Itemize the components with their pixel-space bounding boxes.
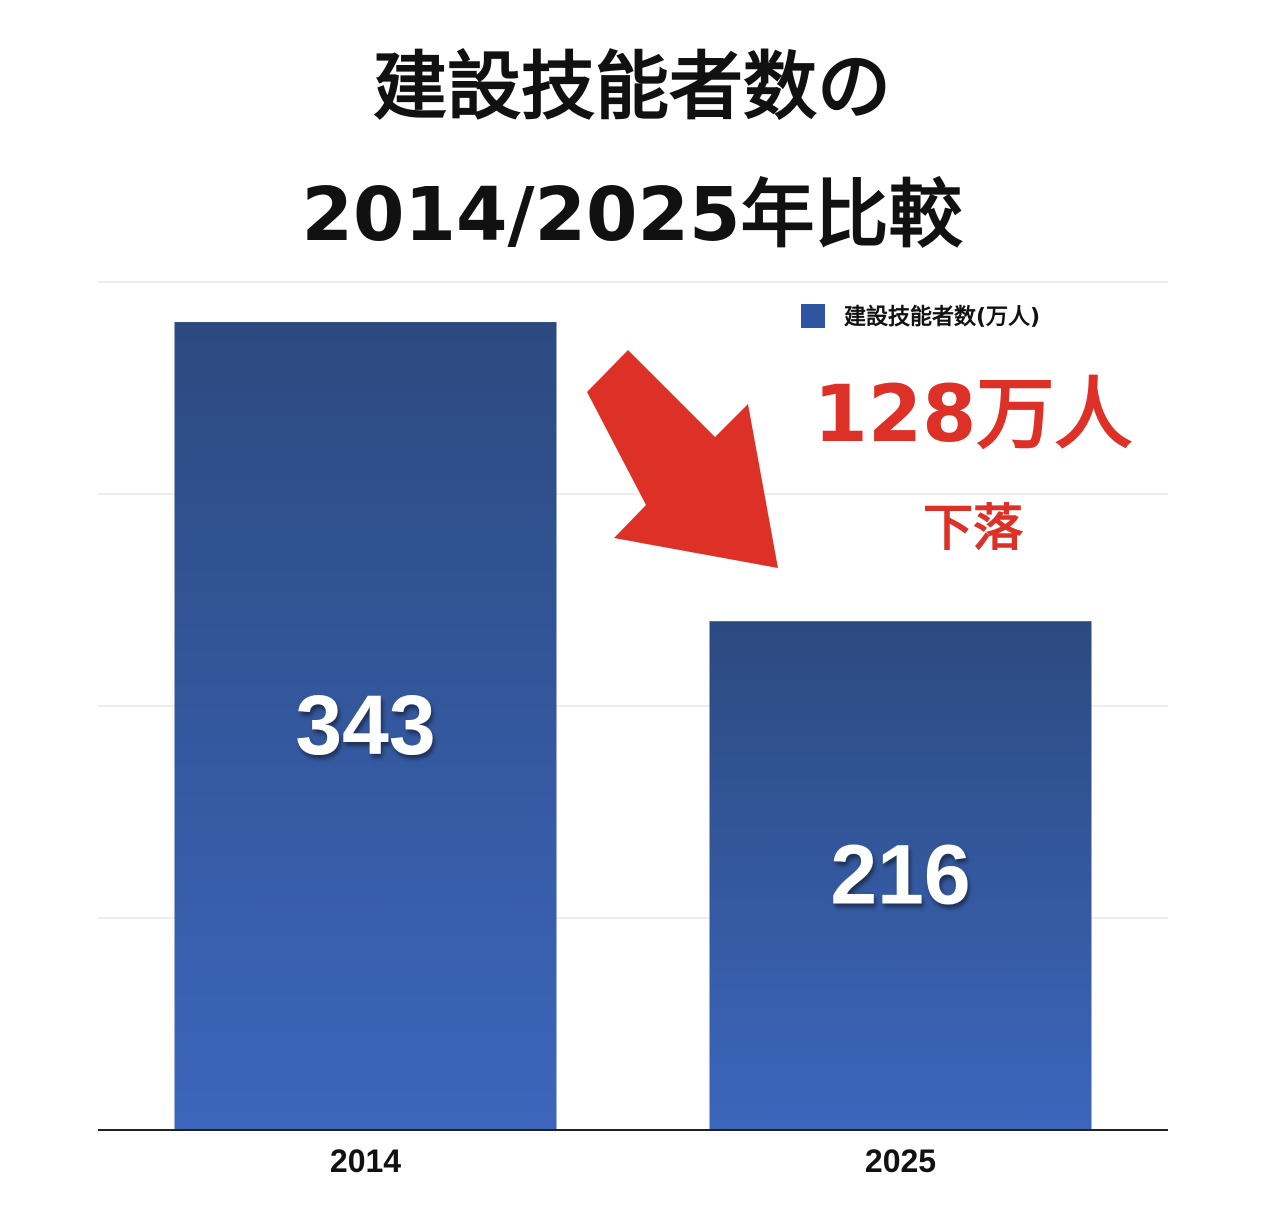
bar-2014 — [174, 322, 557, 1130]
chart-title-line-2: 2014/2025年比較 — [302, 172, 964, 258]
x-axis: 2014 2025 — [98, 1129, 1168, 1179]
bars: 343 216 — [174, 322, 1092, 1130]
down-right-arrow-icon — [587, 350, 778, 568]
data-label-2014: 343 — [295, 678, 435, 772]
x-tick-label-2014: 2014 — [330, 1143, 401, 1179]
bar-2025 — [709, 621, 1092, 1130]
legend: 建設技能者数(万人) — [801, 304, 1040, 330]
x-tick-label-2025: 2025 — [865, 1143, 936, 1179]
data-label-2025: 216 — [830, 828, 970, 922]
annotation-decrease-amount: 128万人 — [814, 370, 1133, 460]
legend-swatch — [801, 304, 825, 328]
annotation-decrease-label: 下落 — [923, 499, 1024, 557]
chart-title-line-1: 建設技能者数の — [373, 44, 891, 130]
legend-label: 建設技能者数(万人) — [844, 304, 1040, 330]
